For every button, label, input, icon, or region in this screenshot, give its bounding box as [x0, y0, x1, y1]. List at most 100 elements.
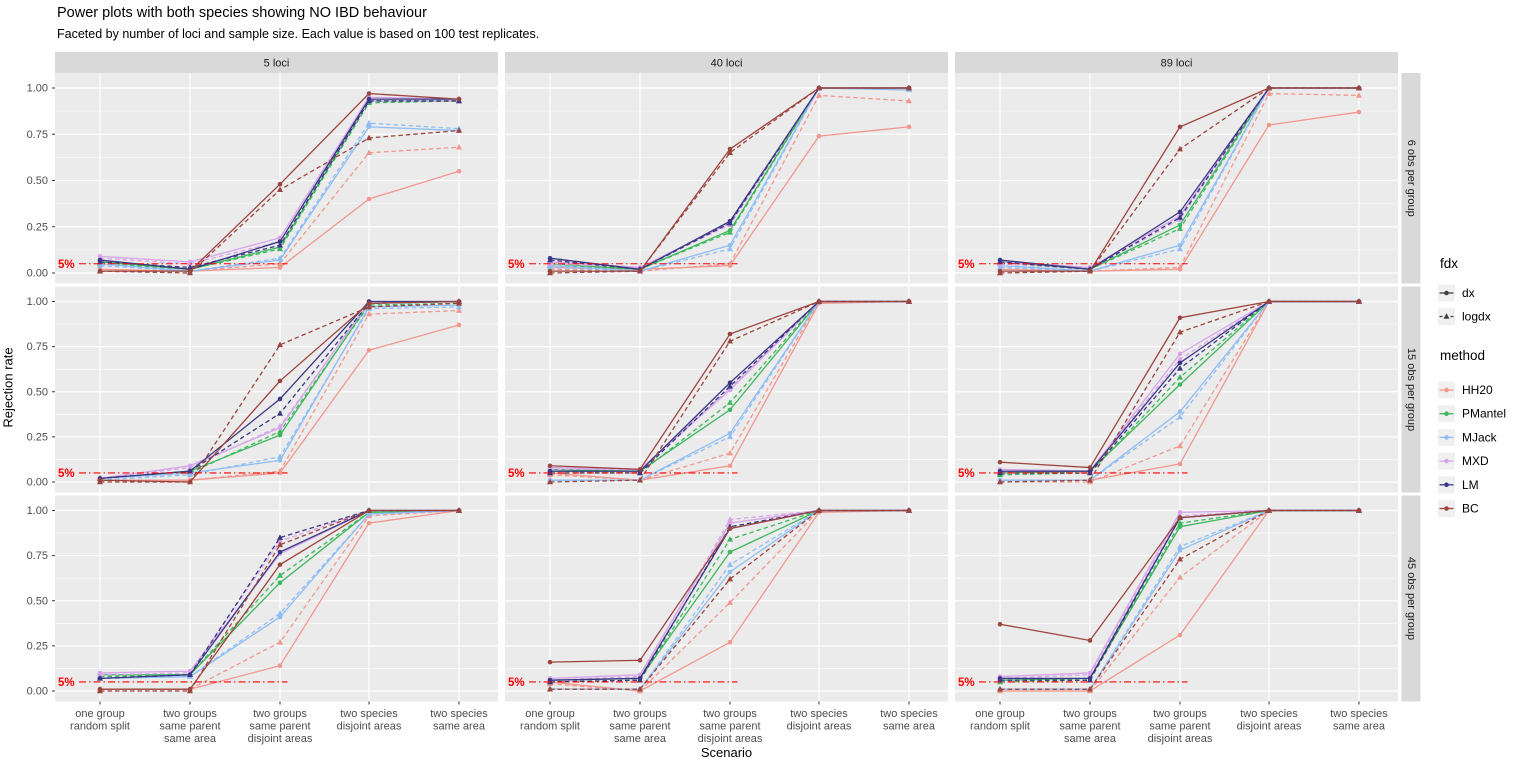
point-triangle-LM: [636, 676, 643, 683]
point-triangle-MJack: [276, 254, 283, 261]
point-triangle-LM: [1176, 214, 1183, 220]
point-triangle-BC: [905, 298, 912, 304]
legend-item-method-LM: LM: [1438, 476, 1479, 494]
strip-bg: [55, 52, 498, 73]
point-triangle-BC: [726, 575, 733, 582]
x-tick-label: two species: [880, 708, 938, 720]
x-tick-label: two groups: [703, 708, 757, 720]
panel-5-loci-6-obs-per-group: 5%: [55, 73, 498, 284]
x-tick-label: same parent: [249, 721, 310, 733]
point-circle-BC: [277, 378, 283, 384]
point-triangle-HH20: [726, 449, 733, 456]
legend-method-label: HH20: [1462, 383, 1493, 397]
legend-fdx-label: dx: [1462, 286, 1475, 300]
x-tick-label: one group: [525, 708, 575, 720]
legend-method-label: LM: [1462, 478, 1479, 492]
point-circle-LM: [1177, 209, 1183, 215]
point-triangle-LM: [636, 469, 643, 476]
facet-row-label: 15 obs per group: [1405, 348, 1417, 431]
x-tick-label: disjoint areas: [1237, 721, 1302, 733]
strip-bg: [1401, 286, 1421, 493]
point-triangle-HH20: [455, 307, 462, 313]
legend-key-circle-icon: [1444, 458, 1449, 464]
point-triangle-BC: [997, 685, 1004, 692]
legend-key-triangle-icon: [1443, 313, 1450, 319]
point-triangle-BC: [815, 507, 822, 513]
panel-bg: [955, 73, 1398, 284]
point-triangle-BC: [1086, 267, 1093, 274]
x-tick-label: same area: [614, 733, 667, 745]
point-triangle-BC: [636, 267, 643, 274]
legend-item-method-PMantel: PMantel: [1438, 405, 1506, 423]
series-line-LM-logdx: [999, 87, 1359, 270]
legend-item-method-MXD: MXD: [1438, 452, 1489, 470]
panel-bg: [505, 73, 948, 284]
point-circle-LM: [277, 549, 283, 555]
point-circle-BC: [277, 181, 283, 187]
legend-key-circle-icon: [1444, 482, 1449, 488]
point-circle-LM: [727, 380, 733, 386]
x-tick-label: same area: [164, 733, 217, 745]
facet-col-label: 40 loci: [711, 58, 743, 70]
point-circle-HH20: [366, 347, 372, 353]
facet-col-label: 5 loci: [264, 58, 290, 70]
threshold-label: 5%: [58, 677, 75, 689]
point-circle-HH20: [1266, 122, 1272, 128]
point-circle-BC: [727, 146, 733, 152]
point-triangle-PMantel: [276, 428, 283, 434]
threshold-label: 5%: [58, 259, 75, 271]
y-tick-label: 1.00: [27, 296, 48, 308]
threshold-label: 5%: [958, 468, 975, 480]
point-triangle-LM: [276, 241, 283, 248]
point-circle-PMantel: [1177, 382, 1183, 387]
x-tick-label: two species: [430, 708, 488, 720]
point-triangle-MJack: [186, 471, 193, 478]
point-triangle-MJack: [276, 610, 283, 616]
x-tick-label: disjoint areas: [1148, 733, 1213, 745]
point-triangle-MJack: [547, 264, 554, 270]
point-circle-HH20: [456, 168, 462, 174]
series-line-MJack-logdx: [99, 509, 459, 680]
point-circle-BC: [1087, 638, 1093, 643]
legend-item-method-MJack: MJack: [1438, 428, 1498, 446]
point-triangle-BC: [455, 127, 462, 133]
point-triangle-LM: [365, 97, 372, 104]
strip-bg: [955, 52, 1398, 73]
point-triangle-MJack: [97, 262, 104, 268]
point-circle-BC: [727, 526, 733, 531]
point-circle-MJack: [727, 569, 733, 575]
point-triangle-BC: [276, 541, 283, 548]
point-triangle-BC: [547, 685, 554, 692]
point-triangle-BC: [547, 478, 554, 485]
legend-method-label: MXD: [1462, 454, 1489, 468]
panel-89-loci-15-obs-per-group: 5%: [955, 286, 1398, 493]
x-tick-label: random split: [520, 721, 580, 733]
point-triangle-BC: [726, 149, 733, 156]
point-triangle-BC: [726, 337, 733, 344]
point-circle-HH20: [727, 639, 733, 645]
point-circle-BC: [456, 96, 462, 102]
x-tick-label: two species: [1330, 708, 1388, 720]
panel-40-loci-15-obs-per-group: 5%: [505, 286, 948, 493]
point-triangle-BC: [636, 476, 643, 483]
point-triangle-PMantel: [1176, 374, 1183, 380]
point-circle-HH20: [366, 196, 372, 202]
x-tick-label: same area: [1064, 733, 1117, 745]
point-triangle-BC: [636, 685, 643, 692]
point-triangle-BC: [97, 687, 104, 694]
point-circle-HH20: [1356, 109, 1362, 115]
point-triangle-HH20: [276, 260, 283, 267]
point-circle-HH20: [727, 463, 733, 469]
y-tick-label: 0.25: [27, 640, 48, 652]
x-tick-label: two species: [790, 708, 848, 720]
panel-bg: [55, 73, 498, 284]
point-triangle-BC: [276, 186, 283, 193]
panel-89-loci-45-obs-per-group: 5%: [955, 495, 1398, 702]
panel-bg: [955, 495, 1398, 702]
legend-fdx-title: fdx: [1440, 256, 1458, 271]
point-circle-HH20: [1177, 461, 1183, 467]
facet-col-label: 89 loci: [1161, 58, 1193, 70]
point-circle-MJack: [277, 614, 283, 620]
x-tick-label: same parent: [1059, 721, 1120, 733]
